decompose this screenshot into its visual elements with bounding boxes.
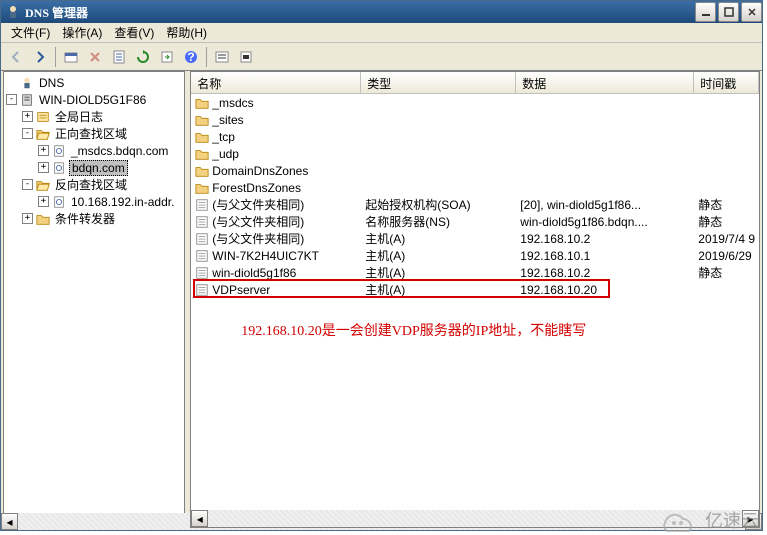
content-area: DNS-WIN-DIOLD5G1F86+全局日志-正向查找区域+_msdcs.b… [1, 71, 762, 530]
list-row[interactable]: (与父文件夹相同) 主机(A) 192.168.10.2 2019/7/4 9 [191, 230, 759, 247]
watermark-text: 亿速云 [705, 507, 759, 533]
filter-button[interactable] [211, 46, 233, 68]
watermark: 亿速云 [659, 507, 759, 533]
titlebar[interactable]: DNS 管理器 [1, 1, 762, 23]
menubar: 文件(F) 操作(A) 查看(V) 帮助(H) [1, 23, 762, 43]
delete-button[interactable] [84, 46, 106, 68]
tree-item[interactable]: +全局日志 [6, 108, 182, 125]
back-button[interactable] [5, 46, 27, 68]
list-header: 名称 类型 数据 时间戳 [191, 72, 759, 94]
export-button[interactable] [156, 46, 178, 68]
col-type[interactable]: 类型 [361, 72, 516, 93]
menu-help[interactable]: 帮助(H) [160, 22, 213, 43]
col-data[interactable]: 数据 [516, 72, 694, 93]
annotation-text: 192.168.10.20是一会创建VDP服务器的IP地址，不能瞎写 [241, 320, 586, 340]
list-row[interactable]: VDPserver 主机(A) 192.168.10.20 [191, 281, 759, 298]
menu-file[interactable]: 文件(F) [5, 22, 56, 43]
list-row[interactable]: _sites [191, 111, 759, 128]
col-ts[interactable]: 时间戳 [694, 72, 759, 93]
svg-text:?: ? [187, 50, 194, 64]
list-row[interactable]: win-diold5g1f86 主机(A) 192.168.10.2 静态 [191, 264, 759, 281]
tree-item[interactable]: +_msdcs.bdqn.com [6, 142, 182, 159]
tree-hscroll[interactable]: ◂▸ [3, 513, 185, 528]
tree-item[interactable]: -正向查找区域 [6, 125, 182, 142]
help-button[interactable]: ? [180, 46, 202, 68]
list-row[interactable]: ForestDnsZones [191, 179, 759, 196]
list-row[interactable]: (与父文件夹相同) 起始授权机构(SOA) [20], win-diold5g1… [191, 196, 759, 213]
cloud-icon [659, 507, 701, 533]
menu-action[interactable]: 操作(A) [56, 22, 108, 43]
dns-manager-window: DNS 管理器 文件(F) 操作(A) 查看(V) 帮助(H) ? DNS-WI… [0, 0, 763, 531]
properties-button[interactable] [108, 46, 130, 68]
toolbar: ? [1, 43, 762, 71]
maximize-button[interactable] [718, 2, 739, 22]
tree-item[interactable]: +条件转发器 [6, 210, 182, 227]
tree-item[interactable]: -WIN-DIOLD5G1F86 [6, 91, 182, 108]
forward-button[interactable] [29, 46, 51, 68]
list-row[interactable]: WIN-7K2H4UIC7KT 主机(A) 192.168.10.1 2019/… [191, 247, 759, 264]
window-title: DNS 管理器 [25, 4, 693, 21]
app-icon [5, 4, 21, 20]
tree-item[interactable]: +bdqn.com [6, 159, 182, 176]
list-row[interactable]: DomainDnsZones [191, 162, 759, 179]
new-button[interactable] [60, 46, 82, 68]
list-pane: 名称 类型 数据 时间戳 _msdcs _sites _tcp _udp Dom… [190, 71, 760, 528]
tree-item[interactable]: -反向查找区域 [6, 176, 182, 193]
stop-button[interactable] [235, 46, 257, 68]
close-button[interactable] [741, 2, 762, 22]
list-row[interactable]: _udp [191, 145, 759, 162]
col-name[interactable]: 名称 [191, 72, 361, 93]
tree-item[interactable]: +10.168.192.in-addr. [6, 193, 182, 210]
tree-item[interactable]: DNS [6, 74, 182, 91]
refresh-button[interactable] [132, 46, 154, 68]
list-row[interactable]: _tcp [191, 128, 759, 145]
list-body: _msdcs _sites _tcp _udp DomainDnsZones F… [191, 94, 759, 527]
menu-view[interactable]: 查看(V) [108, 22, 160, 43]
minimize-button[interactable] [695, 2, 716, 22]
tree-pane: DNS-WIN-DIOLD5G1F86+全局日志-正向查找区域+_msdcs.b… [3, 71, 185, 528]
list-row[interactable]: _msdcs [191, 94, 759, 111]
list-row[interactable]: (与父文件夹相同) 名称服务器(NS) win-diold5g1f86.bdqn… [191, 213, 759, 230]
